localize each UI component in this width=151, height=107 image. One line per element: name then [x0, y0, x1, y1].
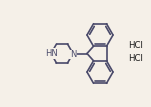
Text: HCl: HCl [128, 41, 143, 50]
Text: HN: HN [45, 49, 57, 58]
Text: HCl: HCl [128, 54, 143, 62]
Text: N: N [70, 50, 76, 59]
